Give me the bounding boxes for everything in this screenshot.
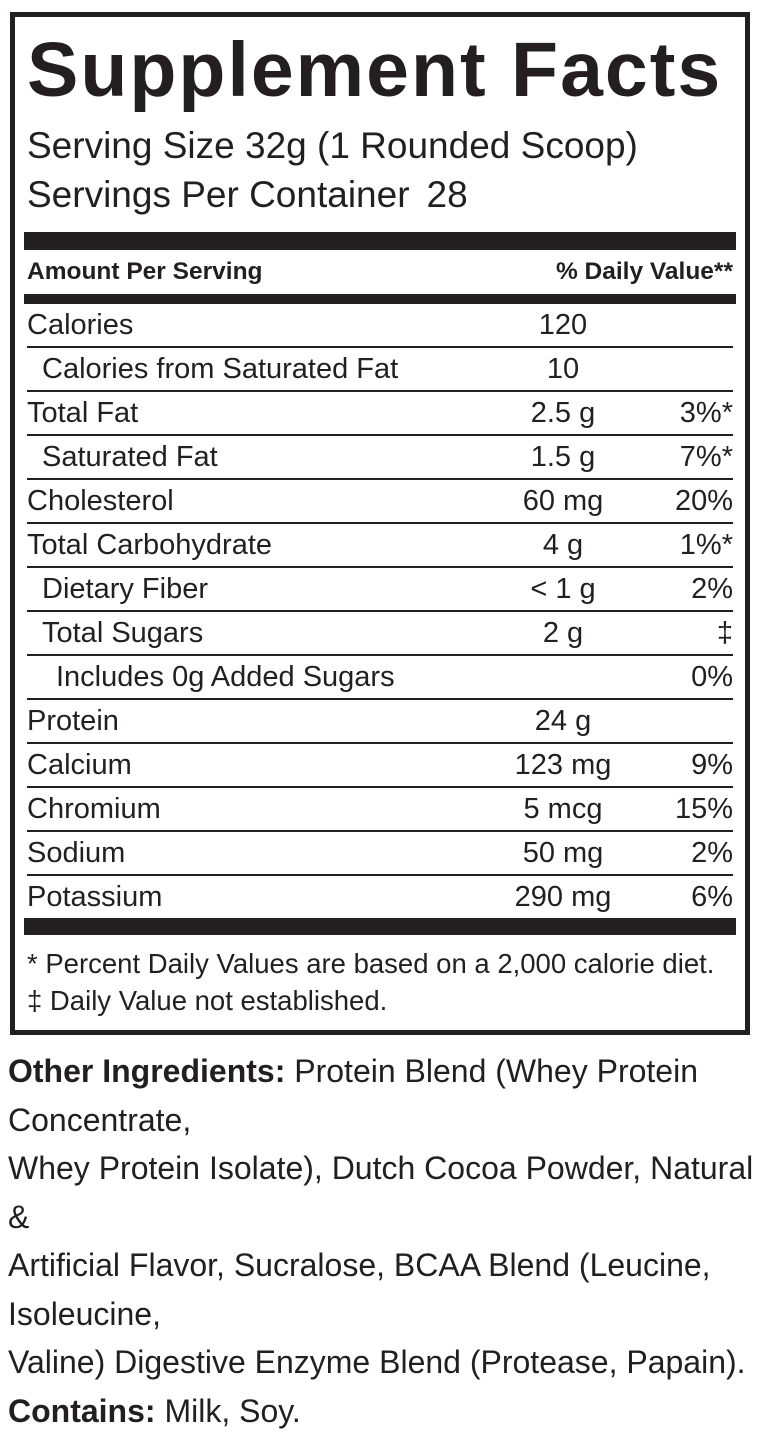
table-row: Total Fat 2.5 g 3%*: [27, 392, 733, 436]
nutrient-amount: 120: [488, 309, 638, 342]
nutrient-dv: ‡: [638, 617, 733, 650]
nutrient-amount: 290 mg: [488, 881, 638, 914]
footnotes: * Percent Daily Values are based on a 2,…: [27, 935, 733, 1019]
nutrient-name: Potassium: [27, 881, 488, 914]
nutrient-amount: 2 g: [488, 617, 638, 650]
nutrition-table: Calories 120 Calories from Saturated Fat…: [27, 304, 733, 918]
contains-line: Contains: Milk, Soy.: [8, 1387, 756, 1435]
nutrient-amount: 1.5 g: [488, 441, 638, 474]
nutrient-name: Includes 0g Added Sugars: [27, 661, 488, 694]
nutrient-name: Calcium: [27, 749, 488, 782]
nutrient-name: Total Sugars: [27, 617, 488, 650]
daily-value-header: % Daily Value**: [556, 258, 733, 286]
table-row: Total Carbohydrate 4 g 1%*: [27, 524, 733, 568]
serving-size: Serving Size 32g (1 Rounded Scoop): [27, 121, 733, 170]
table-row: Calcium 123 mg 9%: [27, 744, 733, 788]
nutrient-dv: 6%: [638, 881, 733, 914]
nutrient-dv: 3%*: [638, 397, 733, 430]
other-ingredients-label: Other Ingredients:: [8, 1053, 285, 1089]
nutrient-name: Calories from Saturated Fat: [27, 353, 488, 386]
separator-bar-top: [24, 232, 736, 250]
table-row: Cholesterol 60 mg 20%: [27, 480, 733, 524]
nutrient-name: Dietary Fiber: [27, 573, 488, 606]
table-row: Calories from Saturated Fat 10: [27, 348, 733, 392]
table-row: Includes 0g Added Sugars 0%: [27, 656, 733, 700]
contains-label: Contains:: [8, 1393, 156, 1429]
nutrient-amount: 4 g: [488, 529, 638, 562]
nutrient-name: Chromium: [27, 793, 488, 826]
amount-per-serving-header: Amount Per Serving: [27, 258, 263, 286]
separator-bar-header: [24, 294, 736, 304]
table-row: Calories 120: [27, 304, 733, 348]
footnote-not-established: ‡ Daily Value not established.: [27, 982, 733, 1019]
nutrient-name: Total Carbohydrate: [27, 529, 488, 562]
nutrient-dv: 15%: [638, 793, 733, 826]
table-row: Saturated Fat 1.5 g 7%*: [27, 436, 733, 480]
nutrient-dv: 9%: [638, 749, 733, 782]
nutrient-name: Sodium: [27, 837, 488, 870]
nutrient-name: Protein: [27, 705, 488, 738]
ingredient-line-4: Valine) Digestive Enzyme Blend (Protease…: [8, 1344, 746, 1380]
nutrient-dv: 1%*: [638, 529, 733, 562]
servings-per-container: Servings Per Container 28: [27, 170, 733, 219]
nutrient-name: Calories: [27, 309, 488, 342]
table-row: Chromium 5 mcg 15%: [27, 788, 733, 832]
nutrient-amount: 10: [488, 353, 638, 386]
separator-bar-bottom: [24, 918, 736, 935]
footnote-daily-values: * Percent Daily Values are based on a 2,…: [27, 945, 733, 982]
servings-per-container-label: Servings Per Container: [27, 170, 410, 219]
table-row: Dietary Fiber < 1 g 2%: [27, 568, 733, 612]
nutrient-amount: 2.5 g: [488, 397, 638, 430]
nutrient-amount: 60 mg: [488, 485, 638, 518]
column-header-row: Amount Per Serving % Daily Value**: [27, 250, 733, 294]
nutrient-name: Cholesterol: [27, 485, 488, 518]
nutrient-name: Saturated Fat: [27, 441, 488, 474]
ingredient-line-2: Whey Protein Isolate), Dutch Cocoa Powde…: [8, 1150, 753, 1235]
table-row: Total Sugars 2 g ‡: [27, 612, 733, 656]
table-row: Sodium 50 mg 2%: [27, 832, 733, 876]
nutrient-dv: 7%*: [638, 441, 733, 474]
supplement-facts-panel: Supplement Facts Serving Size 32g (1 Rou…: [10, 12, 750, 1035]
nutrient-dv: 20%: [638, 485, 733, 518]
nutrient-amount: 24 g: [488, 705, 638, 738]
other-ingredients-paragraph: Other Ingredients: Protein Blend (Whey P…: [8, 1047, 756, 1387]
nutrient-dv: 2%: [638, 573, 733, 606]
servings-per-container-value: 28: [427, 170, 468, 219]
nutrient-name: Total Fat: [27, 397, 488, 430]
panel-title: Supplement Facts: [27, 32, 733, 109]
table-row: Protein 24 g: [27, 700, 733, 744]
table-row: Potassium 290 mg 6%: [27, 876, 733, 918]
other-ingredients-section: Other Ingredients: Protein Blend (Whey P…: [8, 1047, 756, 1435]
nutrient-dv: 0%: [638, 661, 733, 694]
ingredient-line-3: Artificial Flavor, Sucralose, BCAA Blend…: [8, 1247, 711, 1332]
nutrient-amount: < 1 g: [488, 573, 638, 606]
nutrient-amount: 50 mg: [488, 837, 638, 870]
contains-value: Milk, Soy.: [164, 1393, 300, 1429]
nutrient-dv: 2%: [638, 837, 733, 870]
nutrient-amount: 123 mg: [488, 749, 638, 782]
nutrient-amount: 5 mcg: [488, 793, 638, 826]
